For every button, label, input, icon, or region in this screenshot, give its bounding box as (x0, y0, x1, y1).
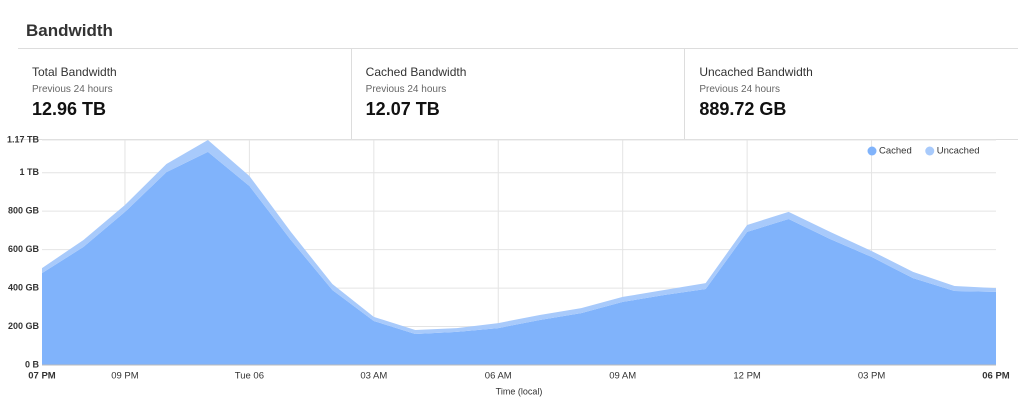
stat-value: 12.07 TB (365, 99, 440, 119)
stat-card: Uncached Bandwidth Previous 24 hours 889.7… (685, 49, 1018, 139)
section-title: Bandwidth (26, 21, 113, 40)
y-tick-label: 0 B (25, 359, 40, 369)
stat-value: 889.72 GB (699, 99, 787, 119)
x-tick-label: 07 PM (28, 371, 56, 382)
stat-title: Total Bandwidth (32, 65, 117, 79)
legend-label: Uncached (937, 146, 980, 157)
legend-marker (925, 146, 935, 156)
x-tick-label: Tue 06 (235, 371, 264, 382)
y-tick-label: 1.17 TB (7, 134, 40, 144)
x-tick-label: 03 PM (858, 371, 886, 382)
y-tick-label: 1 TB (19, 167, 39, 177)
stat-value: 12.96 TB (32, 99, 107, 119)
x-tick-label: 12 PM (733, 371, 761, 382)
y-tick-label: 600 GB (8, 244, 40, 254)
y-tick-label: 800 GB (8, 206, 40, 216)
stat-card: Cached Bandwidth Previous 24 hours 12.07 T… (352, 49, 686, 139)
x-tick-label: 09 AM (609, 371, 636, 382)
stat-subtitle: Previous 24 hours (365, 84, 447, 95)
x-tick-label: 03 AM (360, 371, 387, 382)
legend-label: Cached (879, 146, 912, 157)
x-tick-label: 09 PM (111, 371, 139, 382)
stat-title: Cached Bandwidth (365, 65, 467, 79)
x-tick-label: 06 AM (485, 371, 512, 382)
stat-title: Uncached Bandwidth (699, 65, 813, 79)
stat-subtitle: Previous 24 hours (32, 84, 113, 95)
stat-card: Total Bandwidth Previous 24 hours 12.96 TB (18, 49, 352, 139)
y-tick-label: 200 GB (8, 321, 40, 331)
area (42, 151, 996, 365)
legend-marker (867, 146, 877, 156)
x-tick-label: 06 PM (982, 371, 1010, 382)
stat-subtitle: Previous 24 hours (699, 84, 780, 95)
y-tick-label: 400 GB (8, 282, 40, 292)
x-axis-label: Time (local) (496, 386, 543, 396)
